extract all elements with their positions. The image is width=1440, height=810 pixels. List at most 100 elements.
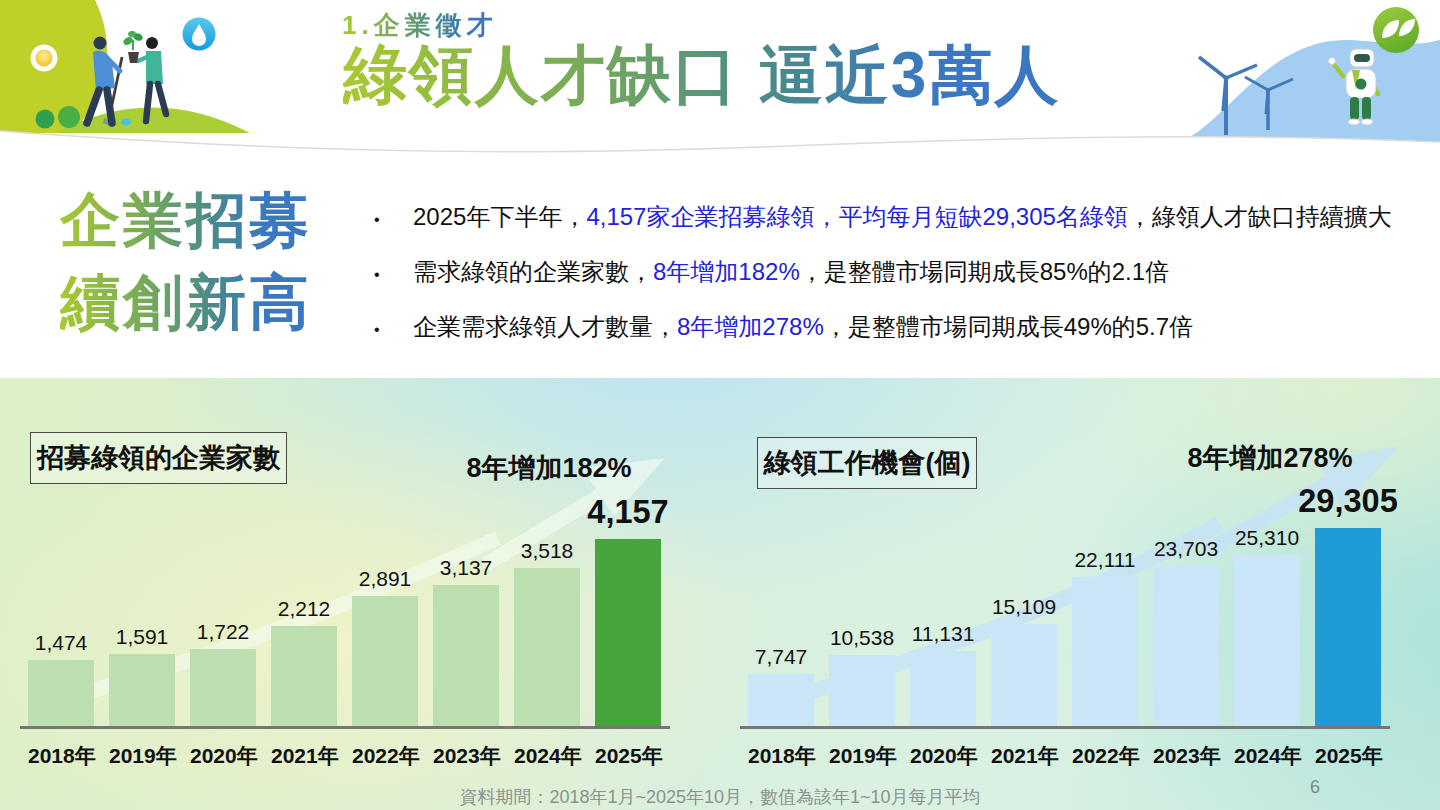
x-axis (740, 726, 1390, 729)
charts-band: 招募綠領的企業家數 8年增加182% 1,474 1,591 1,722 2,212 2… (0, 378, 1440, 810)
x-axis-label: 2019年 (829, 742, 895, 770)
bar-value-label: 1,474 (35, 631, 88, 655)
x-axis-label: 2019年 (109, 742, 175, 770)
x-axis-label: 2020年 (910, 742, 976, 770)
lead-heading-line2: 續創新高 (60, 262, 312, 344)
x-axis-label: 2023年 (433, 742, 499, 770)
bar (271, 626, 337, 726)
bar (1153, 566, 1219, 726)
bar (595, 539, 661, 726)
bar-column: 4,157 (595, 494, 661, 726)
jobs-chart: 綠領工作機會(個) 8年增加278% 7,747 10,538 11,131 15,1… (720, 378, 1440, 810)
bullet-marker: • (374, 200, 413, 236)
source-note: 資料期間：2018年1月~2025年10月，數值為該年1~10月每月平均 (0, 785, 1440, 809)
bar-column: 10,538 (829, 626, 895, 726)
bar (352, 596, 418, 726)
bar-value-label: 2,212 (278, 597, 331, 621)
bars: 1,474 1,591 1,722 2,212 2,891 3,137 3,518 4,157 (28, 494, 661, 726)
bars: 7,747 10,538 11,131 15,109 22,111 23,703 25,31… (748, 483, 1381, 726)
bar (28, 660, 94, 726)
x-axis-label: 2024年 (1234, 742, 1300, 770)
bar (829, 655, 895, 726)
bar-value-label: 4,157 (587, 494, 668, 531)
bullet-item: •2025年下半年，4,157家企業招募綠領，平均每月短缺29,305名綠領，綠… (374, 200, 1434, 236)
page-title: 綠領人才缺口 逼近3萬人 (343, 32, 1060, 119)
bar-column: 15,109 (991, 595, 1057, 726)
bar-column: 1,474 (28, 631, 94, 726)
bar-column: 7,747 (748, 645, 814, 726)
bar-value-label: 29,305 (1298, 483, 1397, 520)
bullet-text: 企業需求綠領人才數量，8年增加278%，是整體市場同期成長49%的5.7倍 (413, 310, 1193, 346)
slide: 1.企業徵才 綠領人才缺口 逼近3萬人 企業招募 續創新高 •2025年下半年，… (0, 0, 1440, 810)
increase-label: 8年增加278% (1187, 440, 1352, 476)
bar-column: 22,111 (1072, 548, 1138, 726)
x-axis-label: 2022年 (352, 742, 418, 770)
chart-title: 招募綠領的企業家數 (30, 432, 287, 484)
bar (1072, 577, 1138, 726)
bar (1234, 555, 1300, 726)
companies-chart: 招募綠領的企業家數 8年增加182% 1,474 1,591 1,722 2,212 2… (0, 378, 720, 810)
bullet-item: •企業需求綠領人才數量，8年增加278%，是整體市場同期成長49%的5.7倍 (374, 310, 1434, 346)
bar (1315, 528, 1381, 726)
bar-value-label: 15,109 (992, 595, 1056, 619)
bar-column: 25,310 (1234, 526, 1300, 726)
bar-value-label: 10,538 (830, 626, 894, 650)
bar-column: 2,212 (271, 597, 337, 726)
bar (514, 568, 580, 726)
bar-value-label: 7,747 (755, 645, 808, 669)
bar-value-label: 2,891 (359, 567, 412, 591)
bar-column: 29,305 (1315, 483, 1381, 726)
bar-column: 11,131 (910, 622, 976, 726)
bar (190, 649, 256, 726)
bar-column: 3,518 (514, 539, 580, 726)
x-axis-label: 2018年 (28, 742, 94, 770)
x-axis-label: 2025年 (595, 742, 661, 770)
x-axis-label: 2018年 (748, 742, 814, 770)
bar-value-label: 1,591 (116, 625, 169, 649)
bullet-item: •需求綠領的企業家數，8年增加182%，是整體市場同期成長85%的2.1倍 (374, 255, 1434, 291)
x-axis-label: 2022年 (1072, 742, 1138, 770)
bar (910, 651, 976, 726)
bar (433, 585, 499, 726)
bar (748, 674, 814, 726)
bullet-marker: • (374, 310, 413, 346)
x-axis-label: 2023年 (1153, 742, 1219, 770)
x-axis-label: 2024年 (514, 742, 580, 770)
bar-value-label: 3,137 (440, 556, 493, 580)
right-hill-blob (1181, 40, 1440, 146)
x-axis-label: 2021年 (991, 742, 1057, 770)
bullet-text: 2025年下半年，4,157家企業招募綠領，平均每月短缺29,305名綠領，綠領… (413, 200, 1392, 236)
chart-title: 綠領工作機會(個) (757, 437, 977, 489)
bar (109, 654, 175, 726)
bullet-text: 需求綠領的企業家數，8年增加182%，是整體市場同期成長85%的2.1倍 (413, 255, 1169, 291)
bullet-list: •2025年下半年，4,157家企業招募綠領，平均每月短缺29,305名綠領，綠… (374, 200, 1434, 365)
bar-value-label: 3,518 (521, 539, 574, 563)
x-axis-label: 2025年 (1315, 742, 1381, 770)
bullet-marker: • (374, 255, 413, 291)
bar-value-label: 25,310 (1235, 526, 1299, 550)
tree-icon (58, 106, 80, 128)
woman-plant-illustration (122, 30, 166, 121)
lead-heading-line1: 企業招募 (60, 180, 312, 262)
bar-value-label: 1,722 (197, 620, 250, 644)
bar-column: 1,722 (190, 620, 256, 726)
bar-column: 3,137 (433, 556, 499, 726)
tree-icon (36, 110, 55, 129)
bar-value-label: 22,111 (1074, 548, 1135, 572)
header: 1.企業徵才 綠領人才缺口 逼近3萬人 (0, 0, 1440, 175)
bar-value-label: 11,131 (912, 622, 975, 646)
bar (991, 624, 1057, 726)
x-axis-label: 2020年 (190, 742, 256, 770)
x-axis (20, 726, 670, 729)
x-axis-labels: 2018年 2019年 2020年 2021年 2022年 2023年 2024年 2025年 (748, 742, 1381, 770)
bar-column: 1,591 (109, 625, 175, 726)
x-axis-labels: 2018年 2019年 2020年 2021年 2022年 2023年 2024年 2025年 (28, 742, 661, 770)
increase-label: 8年增加182% (466, 450, 631, 486)
lead-heading: 企業招募 續創新高 (60, 180, 312, 344)
watering-splash (121, 119, 131, 126)
bar-column: 23,703 (1153, 537, 1219, 726)
bar-column: 2,891 (352, 567, 418, 726)
x-axis-label: 2021年 (271, 742, 337, 770)
page-number: 6 (1310, 777, 1320, 798)
bar-value-label: 23,703 (1154, 537, 1218, 561)
